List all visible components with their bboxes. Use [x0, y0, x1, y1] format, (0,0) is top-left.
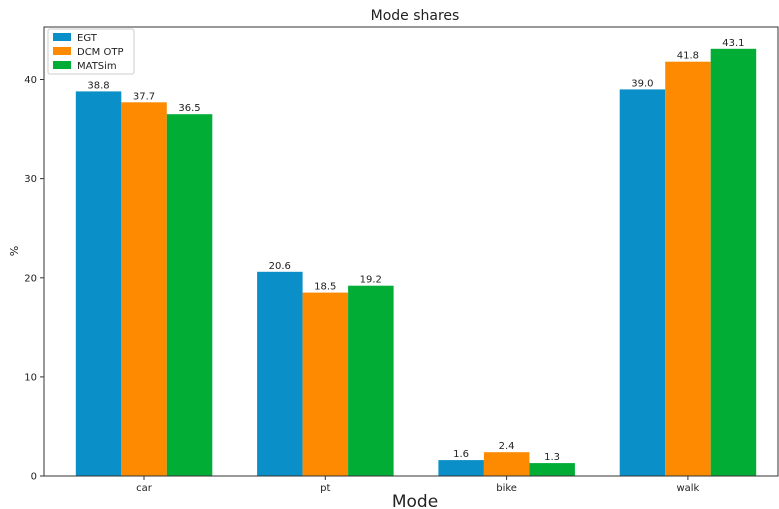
data-label-egt-car: 38.8 [87, 80, 109, 91]
data-label-matsim-walk: 43.1 [722, 38, 744, 49]
data-label-egt-pt: 20.6 [269, 261, 291, 272]
bar-egt-car [75, 91, 122, 477]
x-tick-label-car: car [136, 483, 153, 494]
x-tick-label-walk: walk [676, 483, 699, 494]
legend-label-matsim: MATSim [77, 61, 117, 72]
y-tick-label-30: 30 [24, 174, 37, 185]
y-axis-label: % [8, 246, 21, 256]
chart-title: Mode shares [371, 8, 460, 24]
y-tick-label-40: 40 [24, 75, 37, 86]
data-label-matsim-pt: 19.2 [360, 275, 382, 286]
bar-egt-bike [438, 460, 484, 476]
data-label-egt-bike: 1.6 [453, 449, 469, 460]
legend-label-egt: EGT [77, 33, 98, 44]
data-labels-layer: 38.8 37.7 36.5 20.6 18.5 19.2 1.6 2.4 1.3 39.0 41.… [87, 38, 744, 463]
bar-dcm-otp-walk [665, 61, 711, 476]
bar-egt-walk [619, 89, 666, 477]
axes-layer: car pt bike walk 0 10 20 30 40 [24, 26, 779, 494]
bar-matsim-bike [529, 463, 575, 476]
bar-matsim-walk [710, 48, 757, 477]
y-tick-label-20: 20 [24, 273, 37, 284]
legend: EGT DCM OTP MATSim [47, 28, 135, 75]
data-label-egt-walk: 39.0 [631, 78, 653, 89]
legend-swatch-matsim [53, 61, 71, 69]
legend-label-dcm-otp: DCM OTP [77, 47, 124, 58]
data-label-dcm-otp-bike: 2.4 [499, 441, 515, 452]
bar-dcm-otp-car [121, 102, 167, 477]
data-label-dcm-otp-pt: 18.5 [314, 282, 336, 293]
x-tick-label-bike: bike [496, 483, 517, 494]
y-tick-label-10: 10 [24, 372, 37, 383]
y-tick-label-0: 0 [31, 472, 37, 483]
data-label-matsim-bike: 1.3 [544, 452, 560, 463]
x-axis-label: Mode [392, 492, 438, 509]
legend-swatch-egt [53, 33, 71, 41]
plot-frame [43, 26, 779, 477]
bar-dcm-otp-pt [302, 292, 349, 476]
data-label-dcm-otp-car: 37.7 [133, 91, 155, 102]
bar-matsim-pt [348, 285, 394, 476]
bars-layer [75, 48, 757, 477]
data-label-matsim-car: 36.5 [178, 103, 200, 114]
bar-dcm-otp-bike [483, 452, 530, 476]
legend-swatch-dcm-otp [53, 47, 71, 55]
data-label-dcm-otp-walk: 41.8 [677, 51, 699, 62]
x-tick-label-pt: pt [320, 483, 330, 494]
bar-egt-pt [257, 271, 303, 476]
bar-matsim-car [166, 114, 213, 476]
